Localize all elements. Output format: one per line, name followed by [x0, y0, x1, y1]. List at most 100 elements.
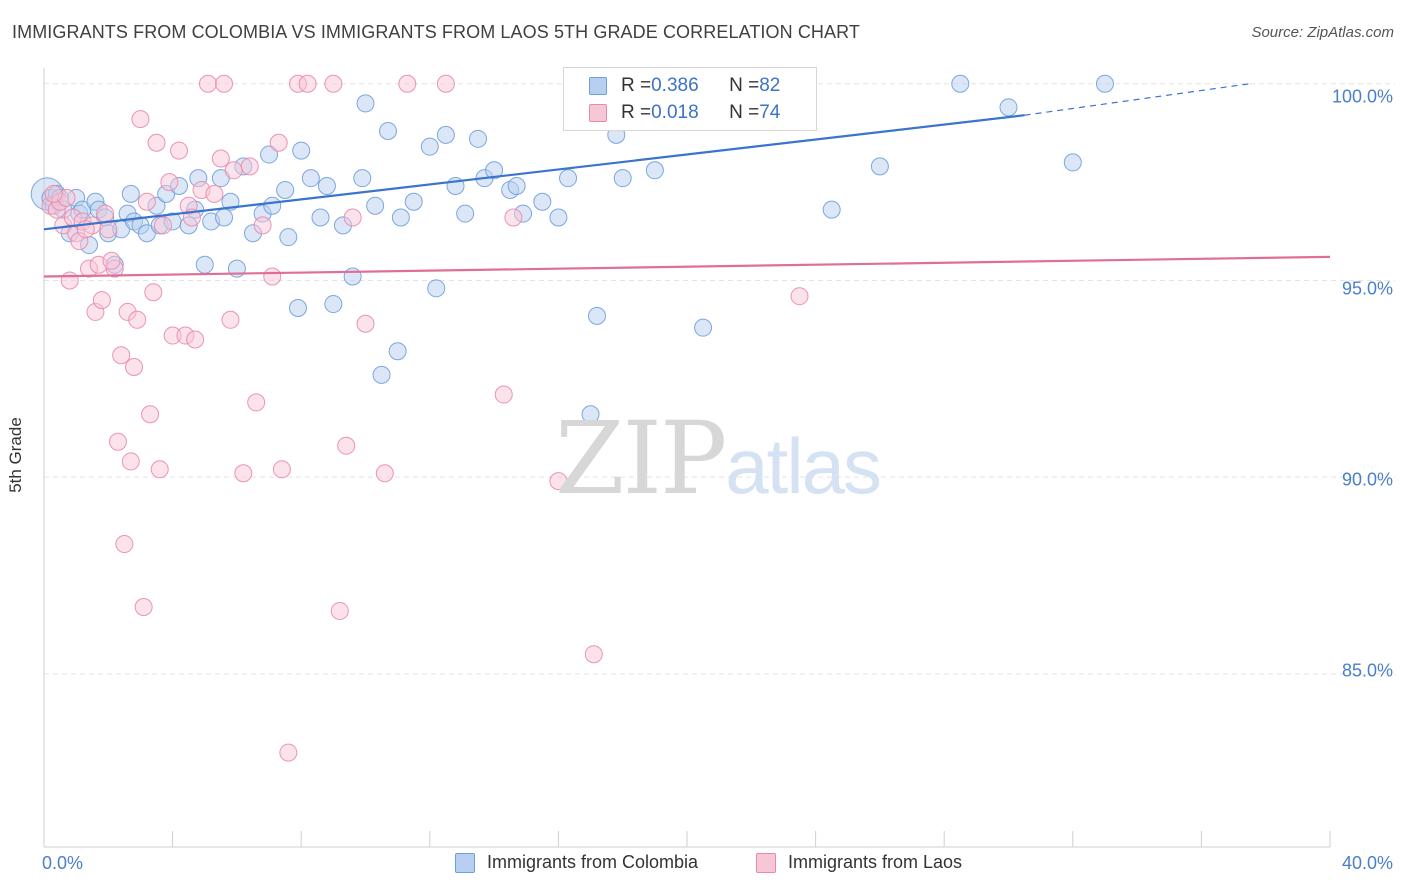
y-tick-label-90: 90.0%	[1341, 469, 1393, 490]
series-laos	[41, 74, 809, 762]
data-point	[215, 208, 234, 227]
data-point	[485, 161, 504, 180]
data-point	[279, 228, 298, 247]
data-point	[337, 436, 356, 455]
data-point	[356, 94, 375, 113]
data-point	[215, 74, 234, 93]
data-point	[153, 216, 172, 235]
data-point	[195, 255, 214, 274]
data-point	[279, 743, 298, 762]
data-point	[198, 74, 217, 93]
data-point	[211, 149, 230, 168]
trend-line	[43, 255, 1331, 278]
legend-label-colombia: Immigrants from Colombia	[487, 852, 699, 872]
watermark-atlas: atlas	[725, 422, 882, 510]
data-point	[128, 310, 147, 329]
data-point	[150, 460, 169, 479]
legend-item-colombia[interactable]: Immigrants from Colombia	[455, 852, 698, 873]
data-point	[372, 365, 391, 384]
data-point	[247, 393, 266, 412]
legend-swatch-colombia	[455, 852, 475, 873]
r-value: 0.018	[651, 102, 699, 123]
legend-item-laos[interactable]: Immigrants from Laos	[756, 852, 962, 873]
data-point	[144, 283, 163, 302]
data-point	[427, 279, 446, 298]
data-point	[253, 216, 272, 235]
legend-swatch-colombia	[589, 77, 607, 95]
trend-lines	[43, 83, 1331, 278]
data-point	[391, 208, 410, 227]
data-point	[102, 251, 121, 270]
data-point	[533, 192, 552, 211]
data-point	[999, 98, 1018, 117]
data-point	[379, 121, 398, 140]
y-tick-label-100: 100.0%	[1331, 86, 1393, 107]
data-point	[456, 204, 475, 223]
data-point	[420, 137, 439, 156]
data-point	[366, 196, 385, 215]
data-point	[388, 342, 407, 361]
data-point	[311, 208, 330, 227]
data-point	[581, 405, 600, 424]
data-point	[587, 306, 606, 325]
data-point	[121, 184, 140, 203]
data-point	[141, 405, 160, 424]
data-point	[240, 157, 259, 176]
watermark: ZIPatlas	[555, 400, 882, 517]
data-point	[330, 601, 349, 620]
data-point	[96, 204, 115, 223]
stats-legend-row-colombia: R = 0.386 N = 82	[589, 74, 780, 98]
data-point	[92, 291, 111, 310]
y-axis-label: 5th Grade	[6, 417, 25, 493]
data-point	[131, 110, 150, 129]
data-point	[186, 330, 205, 349]
data-point	[108, 432, 127, 451]
watermark-zip: ZIP	[555, 400, 727, 517]
chart-title: IMMIGRANTS FROM COLOMBIA VS IMMIGRANTS F…	[12, 22, 861, 42]
data-point	[353, 169, 372, 188]
data-point	[205, 184, 224, 203]
data-point	[375, 464, 394, 483]
r-label: R =	[621, 102, 652, 123]
data-point	[160, 173, 179, 192]
data-point	[469, 129, 488, 148]
data-point	[645, 161, 664, 180]
data-point	[260, 145, 279, 164]
data-point	[504, 208, 523, 227]
x-tick-label-min: 0.0%	[42, 853, 84, 873]
legend-label-laos: Immigrants from Laos	[788, 852, 963, 872]
data-point	[292, 141, 311, 160]
data-point	[170, 141, 189, 160]
data-point	[343, 267, 362, 286]
data-point	[234, 464, 253, 483]
data-point	[224, 161, 243, 180]
data-point	[272, 460, 291, 479]
data-point	[436, 74, 455, 93]
stats-legend-row-laos: R = 0.018 N = 74	[589, 101, 780, 125]
data-point	[494, 385, 513, 404]
data-point	[298, 74, 317, 93]
x-tick-label-max: 40.0%	[1341, 853, 1393, 873]
data-point	[60, 271, 79, 290]
data-point	[147, 133, 166, 152]
n-value: 82	[759, 75, 781, 96]
data-point	[263, 196, 282, 215]
data-point	[559, 169, 578, 188]
data-point	[507, 177, 526, 196]
data-point	[356, 314, 375, 333]
data-point	[276, 180, 295, 199]
data-point	[269, 133, 288, 152]
data-point	[324, 74, 343, 93]
data-point	[125, 358, 144, 377]
data-point	[301, 169, 320, 188]
data-point	[115, 535, 134, 554]
data-point	[790, 287, 809, 306]
trend-line-extension	[1024, 83, 1250, 116]
stats-legend: R = 0.386 N = 82 R = 0.018 N = 74	[563, 67, 817, 131]
source-label[interactable]: Source: ZipAtlas.com	[1251, 24, 1394, 41]
data-point	[134, 598, 153, 617]
data-point	[288, 298, 307, 317]
data-point	[436, 125, 455, 144]
data-point	[44, 184, 63, 203]
